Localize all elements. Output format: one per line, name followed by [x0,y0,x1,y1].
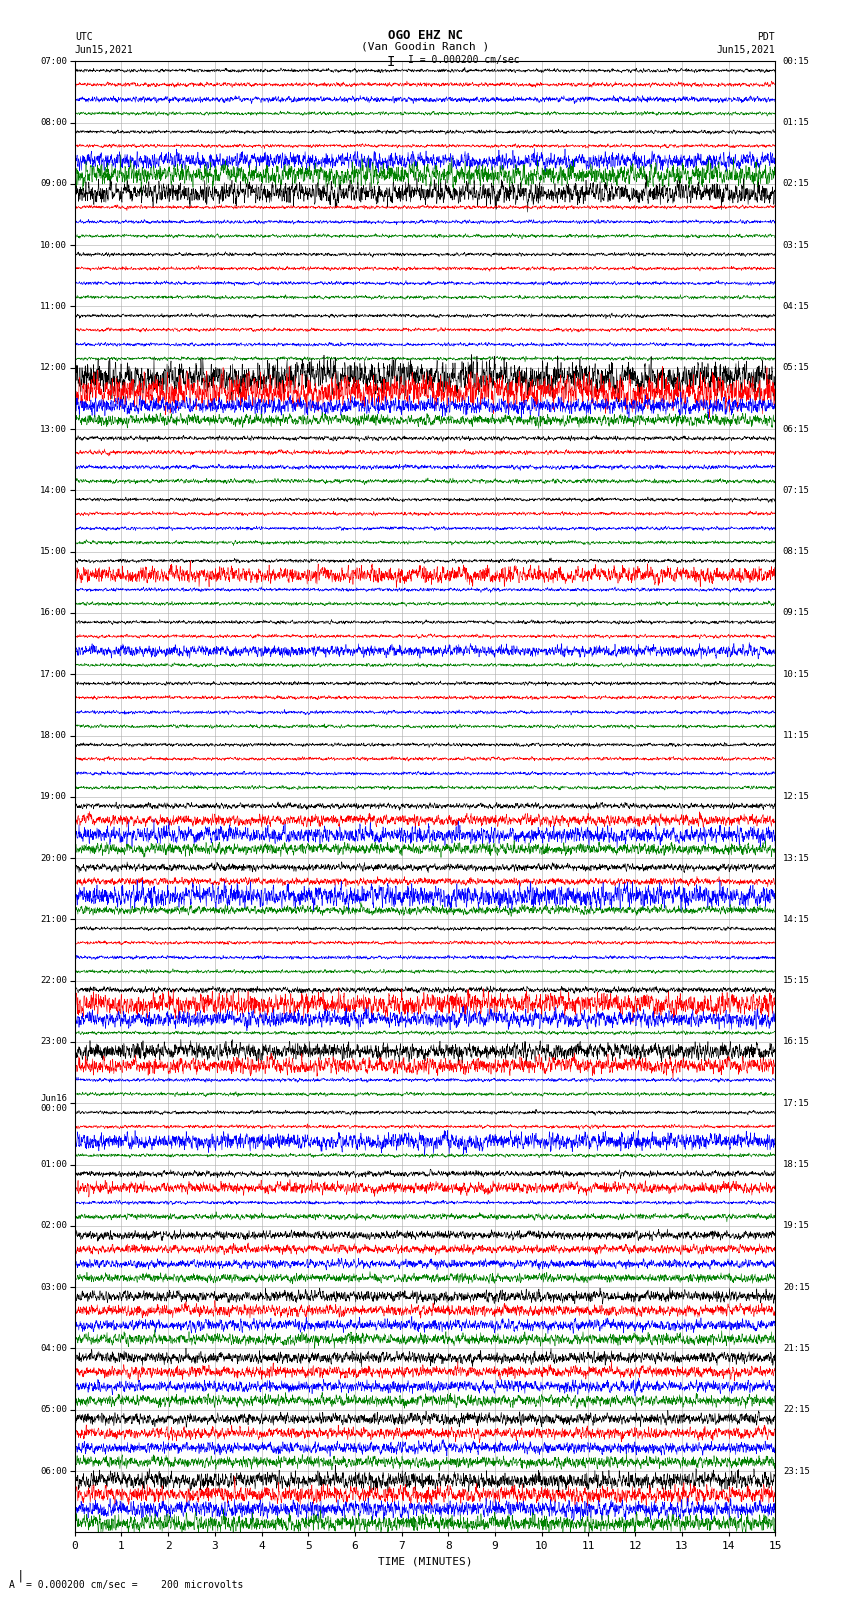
Text: UTC: UTC [75,32,93,42]
Text: Jun15,2021: Jun15,2021 [75,45,133,55]
Text: PDT: PDT [757,32,775,42]
Text: OGO EHZ NC: OGO EHZ NC [388,29,462,42]
Text: Jun15,2021: Jun15,2021 [717,45,775,55]
Text: |: | [17,1569,25,1582]
X-axis label: TIME (MINUTES): TIME (MINUTES) [377,1557,473,1566]
Text: I: I [387,55,395,69]
Text: = 0.000200 cm/sec =    200 microvolts: = 0.000200 cm/sec = 200 microvolts [26,1581,243,1590]
Text: I = 0.000200 cm/sec: I = 0.000200 cm/sec [408,55,519,65]
Text: A: A [8,1581,14,1590]
Text: (Van Goodin Ranch ): (Van Goodin Ranch ) [361,42,489,52]
